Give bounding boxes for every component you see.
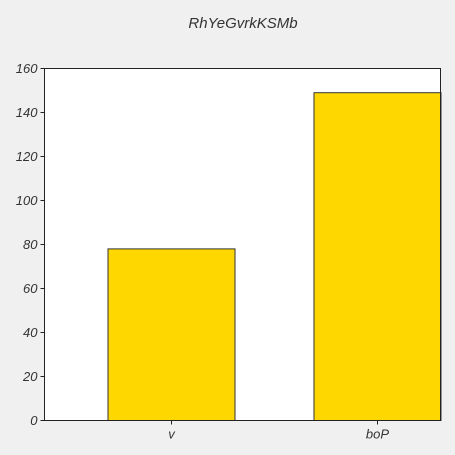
y-tick-label: 140	[16, 105, 38, 120]
y-tick-label: 0	[30, 413, 38, 428]
y-tick-label: 160	[16, 61, 38, 76]
y-tick-label: 40	[23, 325, 38, 340]
chart-title: RhYeGvrkKSMb	[188, 15, 297, 32]
bar-v	[107, 248, 236, 421]
y-axis: 0 20 40 60 80 100 120 140 160	[16, 61, 45, 428]
x-tick-label: boP	[366, 427, 389, 442]
y-tick-label: 80	[23, 237, 38, 252]
x-axis: v boP	[168, 420, 389, 442]
plot-border	[44, 68, 441, 421]
y-tick-label: 60	[23, 281, 38, 296]
x-tick-label: v	[168, 427, 176, 442]
y-tick-label: 120	[16, 149, 38, 164]
bars	[107, 92, 442, 421]
y-tick-label: 20	[22, 369, 38, 384]
y-tick-label: 100	[16, 193, 38, 208]
bar-boP	[313, 92, 442, 421]
